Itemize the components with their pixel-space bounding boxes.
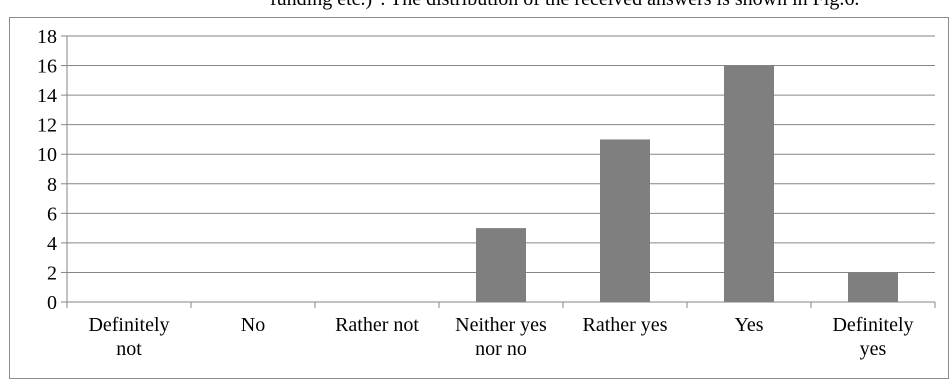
y-tick-label-14: 14 bbox=[37, 85, 57, 107]
x-tick-label-line: Definitely bbox=[88, 314, 169, 336]
x-tick-label-line: Neither yes bbox=[455, 314, 547, 336]
y-tick-label-2: 2 bbox=[47, 262, 57, 284]
x-tick-label-5: Yes bbox=[734, 314, 763, 336]
x-tick-label-line: No bbox=[241, 314, 265, 336]
bar-4 bbox=[600, 139, 650, 302]
x-tick-label-0: Definitely not bbox=[88, 314, 169, 360]
x-tick-label-line: Rather not bbox=[335, 314, 419, 336]
y-tick-label-10: 10 bbox=[37, 144, 57, 166]
x-tick-label-line: not bbox=[116, 338, 142, 360]
x-tick-label-4: Rather yes bbox=[583, 314, 668, 336]
y-tick-label-4: 4 bbox=[47, 233, 57, 255]
y-tick-label-8: 8 bbox=[47, 174, 57, 196]
x-tick-label-3: Neither yes nor no bbox=[455, 314, 547, 360]
x-tick-label-line: yes bbox=[860, 338, 887, 360]
x-tick-label-1: No bbox=[241, 314, 265, 336]
x-tick-label-line: nor no bbox=[475, 338, 527, 360]
x-tick-label-line: Yes bbox=[734, 314, 763, 336]
bar-6 bbox=[848, 272, 898, 302]
y-tick-label-0: 0 bbox=[47, 292, 57, 314]
x-tick-label-6: Definitely yes bbox=[832, 314, 913, 360]
chart-frame bbox=[9, 17, 949, 379]
bar-3 bbox=[476, 228, 526, 302]
bar-5 bbox=[724, 65, 774, 302]
y-tick-label-16: 16 bbox=[37, 56, 57, 78]
y-tick-label-6: 6 bbox=[47, 203, 57, 225]
y-tick-label-12: 12 bbox=[37, 115, 57, 137]
y-tick-label-18: 18 bbox=[37, 26, 57, 48]
caption-fragment: funding etc.)". The distribution of the … bbox=[270, 0, 859, 11]
x-tick-label-line: Definitely bbox=[832, 314, 913, 336]
x-tick-label-line: Rather yes bbox=[583, 314, 668, 336]
x-tick-label-2: Rather not bbox=[335, 314, 419, 336]
